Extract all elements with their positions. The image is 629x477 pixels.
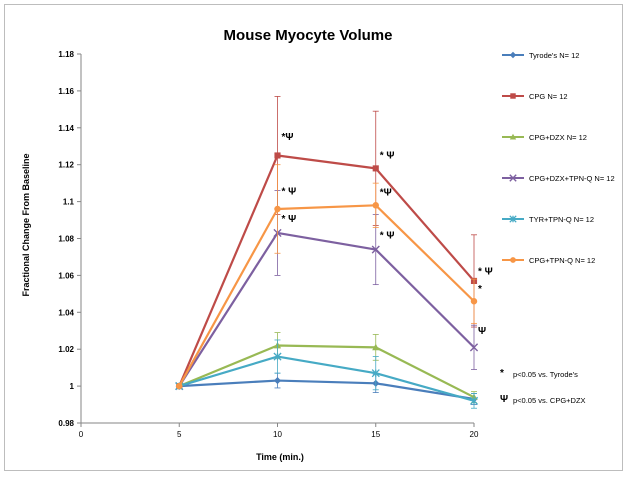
legend-item-3: CPG+DZX+TPN-Q N= 12 [502,174,615,183]
footnote-symbol: Ψ [500,394,508,405]
y-tick-label: 1.08 [58,235,74,244]
data-point [273,376,282,385]
legend-label: CPG+DZX N= 12 [529,133,587,142]
series-layer [175,96,479,409]
chart-title: Mouse Myocyte Volume [224,27,393,44]
y-tick-label: 1.06 [58,271,74,280]
significance-marker: * Ψ [380,150,395,161]
series-5 [176,164,478,390]
legend-label: CPG N= 12 [529,92,568,101]
legend-marker [510,257,516,263]
significance-marker: *Ψ [380,187,392,198]
footnotes: * p<0.05 vs. Tyrode's Ψ p<0.05 vs. CPG+DZX [500,368,586,405]
data-point [273,352,282,361]
legend-marker [509,133,517,140]
series-line [178,344,475,399]
significance-marker: * [478,284,482,295]
significance-marker: Ψ [478,326,486,337]
y-tick-label: 1.1 [63,198,75,207]
data-point [372,202,379,209]
x-tick-label: 10 [273,430,282,439]
series-line [178,231,475,387]
annotation-layer: *Ψ* Ψ* Ψ* Ψ *Ψ* Ψ* Ψ*Ψ [282,132,493,337]
footnote-text: p<0.05 vs. Tyrode's [513,370,578,379]
data-point [274,205,281,213]
x-axis-label: Time (min.) [256,452,304,462]
significance-marker: * Ψ [282,186,297,197]
chart-frame: Mouse Myocyte Volume Fractional Change F… [4,4,623,471]
data-point [372,343,380,351]
y-tick-label: 1.02 [58,345,74,354]
y-tick-label: 0.98 [58,419,74,428]
data-point [372,165,379,172]
significance-marker: * Ψ [282,214,297,225]
y-tick-label: 1.16 [58,87,74,96]
legend-item-5: CPG+TPN-Q N= 12 [502,256,595,265]
series-1 [176,96,478,390]
series-line [179,379,475,401]
legend-item-4: TYR+TPN-Q N= 12 [502,215,594,224]
y-tick-label: 1.04 [58,308,74,317]
legend-marker [509,174,517,182]
legend-marker [509,215,517,223]
footnote-text: p<0.05 vs. CPG+DZX [513,396,586,405]
data-point [371,369,380,378]
series-line [178,355,475,402]
chart: Mouse Myocyte Volume Fractional Change F… [21,27,615,462]
legend-label: CPG+TPN-Q N= 12 [529,256,595,265]
legend-label: Tyrode's N= 12 [529,51,579,60]
data-point [469,343,479,352]
data-point [469,396,479,405]
data-point [176,382,183,390]
y-tick-label: 1.14 [58,124,74,133]
significance-marker: *Ψ [282,132,294,143]
legend-marker [509,51,517,59]
y-axis-label: Fractional Change From Baseline [21,153,31,296]
y-tick-label: 1 [70,382,75,391]
data-point [470,297,478,305]
legend-item-1: CPG N= 12 [502,92,568,101]
legend-label: CPG+DZX+TPN-Q N= 12 [529,174,615,183]
legend-item-2: CPG+DZX N= 12 [502,133,587,142]
y-tick-label: 1.12 [58,161,74,170]
legend-item-0: Tyrode's N= 12 [502,51,579,60]
significance-marker: * Ψ [478,267,493,278]
data-point [371,245,380,254]
legend-marker [510,93,516,99]
x-tick-label: 15 [371,430,380,439]
legend-label: TYR+TPN-Q N= 12 [529,215,594,224]
data-point [274,152,281,159]
legend: Tyrode's N= 12 CPG N= 12 CPG+DZX N= 12 CPG+… [502,51,615,265]
footnote-symbol: * [500,368,504,379]
x-tick-label: 20 [470,430,479,439]
axes: 0.98 1 1.02 1.04 1.06 1.08 1.1 1.12 1.14 1.16 1.18… [58,50,479,439]
series-line [178,154,475,387]
y-tick-label: 1.18 [58,50,74,59]
series-4 [175,339,479,409]
series-line [178,204,475,387]
x-tick-label: 0 [79,430,84,439]
x-tick-label: 5 [177,430,182,439]
significance-marker: * Ψ [380,231,395,242]
